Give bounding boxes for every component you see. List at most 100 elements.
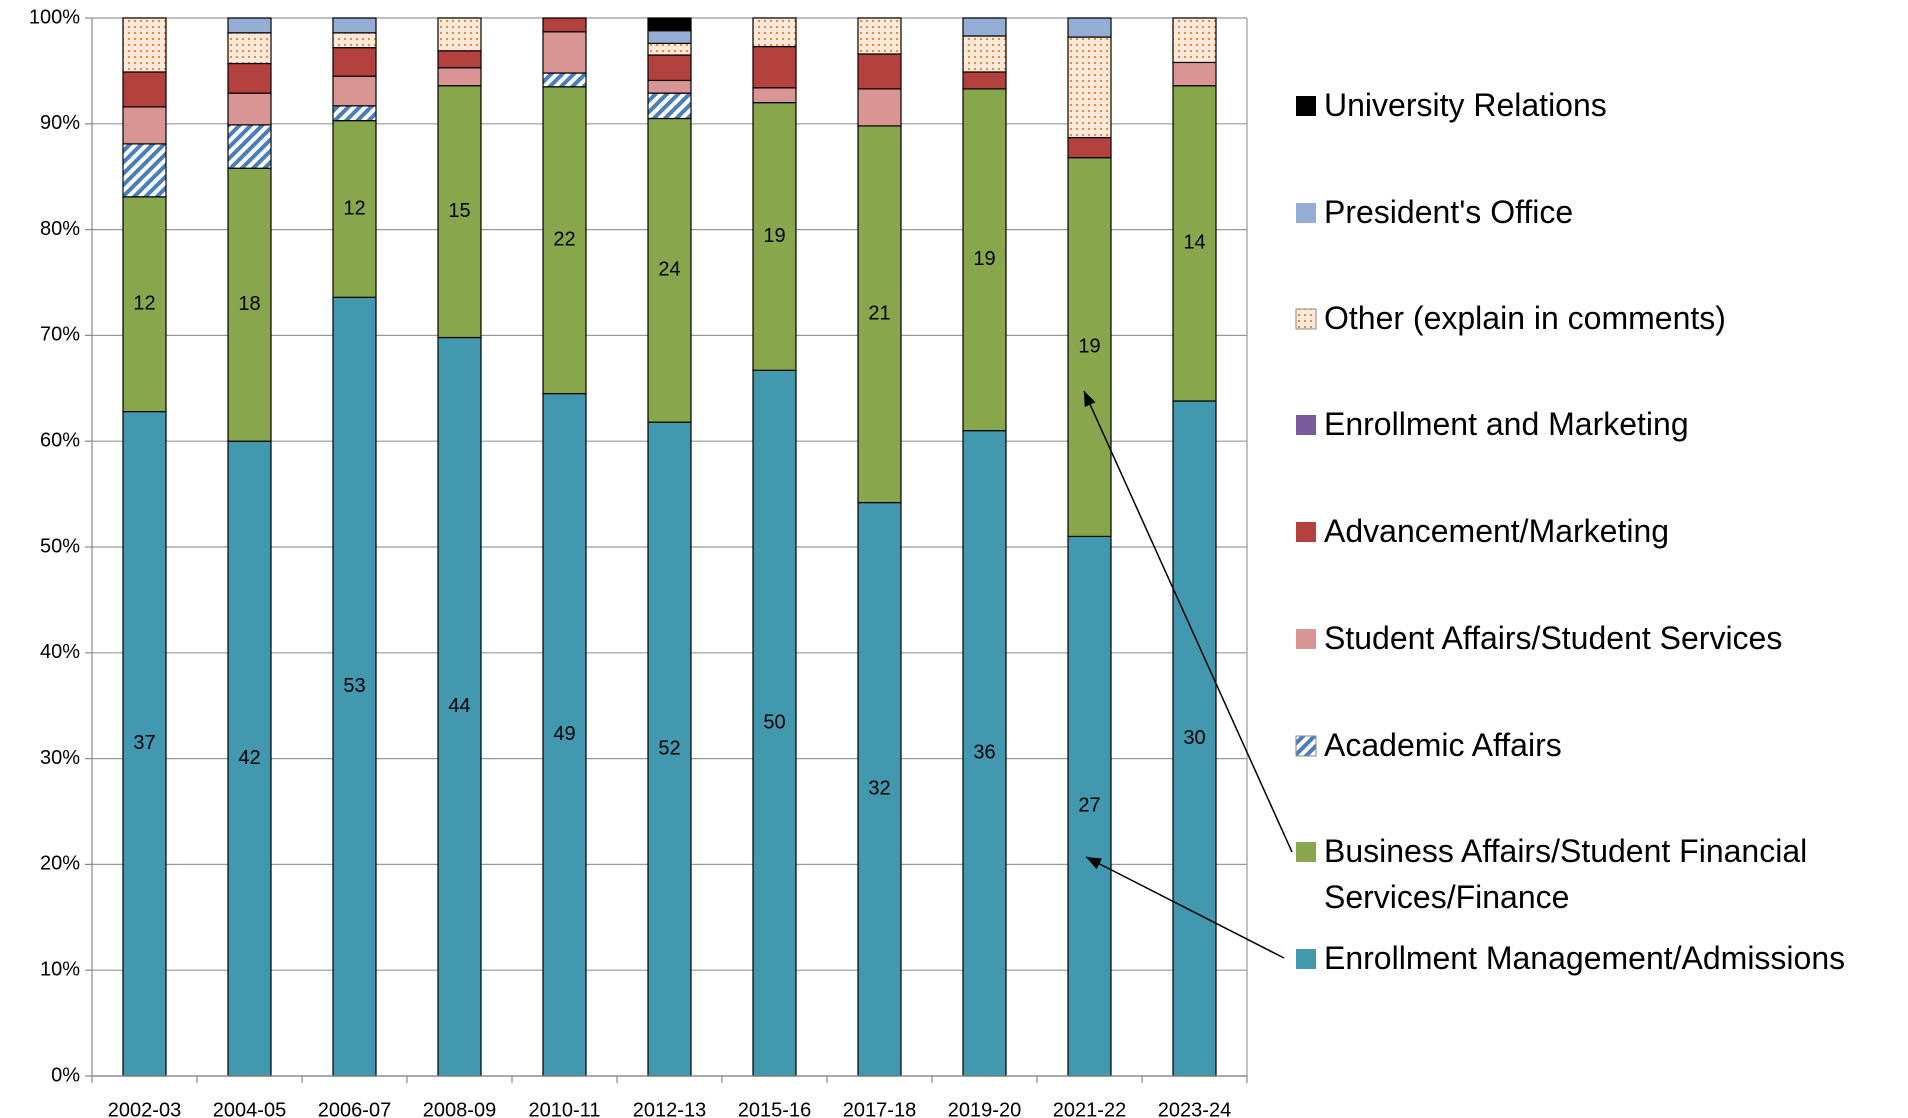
- legend-swatch: [1296, 96, 1316, 116]
- bar-segment: [437, 85, 482, 339]
- legend-swatch: [1296, 203, 1316, 223]
- x-tick-label: 2004-05: [213, 1099, 286, 1118]
- y-tick-label: 10%: [40, 958, 80, 980]
- bar-segment: [647, 42, 692, 56]
- bar-segment: [647, 30, 692, 44]
- x-tick-label: 2021-22: [1053, 1099, 1126, 1118]
- y-tick-label: 70%: [40, 324, 80, 346]
- bar-segment: [1067, 136, 1112, 159]
- y-tick-label: 40%: [40, 641, 80, 663]
- bar-segment: [227, 62, 272, 94]
- bar-segment: [332, 47, 377, 77]
- x-tick-label: 2008-09: [423, 1099, 496, 1118]
- bar-segment: [227, 92, 272, 126]
- bar-segment: [1067, 157, 1112, 538]
- data-label: 30: [1183, 727, 1205, 749]
- bar-segment: [542, 72, 587, 88]
- data-label: 19: [973, 248, 995, 270]
- bar-segment: [437, 67, 482, 87]
- bar-segment: [857, 125, 902, 504]
- bar-segment: [752, 45, 797, 89]
- legend-label: Student Affairs/Student Services: [1324, 620, 1782, 656]
- data-label: 21: [868, 303, 890, 325]
- data-label: 42: [238, 747, 260, 769]
- bar-segment: [1172, 61, 1217, 87]
- bar-segment: [332, 17, 377, 34]
- legend-label: Enrollment Management/Admissions: [1324, 940, 1845, 976]
- bar-segment: [542, 86, 587, 395]
- annotation-arrow: [1083, 390, 1293, 853]
- legend-label: Business Affairs/Student Financial Servic…: [1324, 833, 1807, 915]
- bar-segment: [332, 120, 377, 298]
- bar-segment: [647, 17, 692, 32]
- bar-segment: [437, 50, 482, 69]
- y-tick-label: 20%: [40, 853, 80, 875]
- bar-segment: [857, 88, 902, 127]
- bar-segment: [647, 117, 692, 423]
- y-tick-label: 100%: [29, 6, 80, 28]
- bar-segment: [962, 88, 1007, 432]
- bar-segment: [752, 369, 797, 1077]
- bar-segment: [542, 17, 587, 33]
- bar-segment: [857, 53, 902, 90]
- bar-segment: [1067, 535, 1112, 1077]
- y-tick-label: 60%: [40, 429, 80, 451]
- bar-segment: [1172, 85, 1217, 402]
- data-label: 27: [1078, 794, 1100, 816]
- data-label: 37: [133, 732, 155, 754]
- legend-label: President's Office: [1324, 194, 1573, 230]
- bar-segment: [332, 32, 377, 49]
- bar-segment: [542, 31, 587, 74]
- bar-segment: [332, 105, 377, 122]
- bar-segment: [122, 71, 167, 108]
- bar-segment: [857, 17, 902, 55]
- y-tick-label: 0%: [51, 1064, 80, 1086]
- plot-area: 0% 10% 20% 30% 40% 50% 60% 70% 80% 90% 100% 37 12 200…: [29, 6, 1248, 1118]
- y-tick-label: 30%: [40, 747, 80, 769]
- legend: University Relations President's Office Ot…: [1295, 87, 1845, 976]
- x-tick-label: 2010-11: [529, 1099, 601, 1118]
- data-label: 24: [658, 259, 680, 281]
- data-label: 44: [448, 695, 470, 717]
- data-label: 50: [763, 711, 785, 733]
- data-label: 36: [973, 742, 995, 764]
- bar-segment: [542, 392, 587, 1077]
- bar-segment: [1067, 36, 1112, 139]
- bar-segment: [227, 124, 272, 169]
- legend-label: Advancement/Marketing: [1324, 513, 1669, 549]
- x-tick-label: 2019-20: [948, 1099, 1021, 1118]
- bar-segment: [647, 54, 692, 82]
- bar-segment: [437, 336, 482, 1077]
- bar-segment: [1172, 17, 1217, 64]
- data-label: 14: [1183, 232, 1205, 254]
- legend-swatch: [1296, 949, 1316, 969]
- data-label: 15: [448, 200, 470, 222]
- bar-segment: [122, 17, 167, 73]
- legend-swatch: [1296, 629, 1316, 649]
- legend-label: Other (explain in comments): [1324, 300, 1726, 336]
- legend-swatch: [1295, 735, 1317, 757]
- legend-label: Academic Affairs: [1324, 727, 1562, 763]
- data-label: 53: [343, 675, 365, 697]
- y-tick-label: 50%: [40, 535, 80, 557]
- bar-segment: [962, 430, 1007, 1077]
- bar-segment: [227, 32, 272, 65]
- bar-segment: [437, 17, 482, 52]
- data-label: 49: [553, 723, 575, 745]
- annotation-arrow: [1085, 856, 1285, 959]
- data-label: 18: [238, 293, 260, 315]
- bar-segment: [647, 79, 692, 94]
- bar-segment: [962, 17, 1007, 37]
- data-label: 32: [868, 778, 890, 800]
- data-label: 12: [343, 197, 365, 219]
- bar-segment: [122, 106, 167, 145]
- y-tick-label: 80%: [40, 218, 80, 240]
- legend-swatch: [1296, 522, 1316, 542]
- data-label: 12: [133, 292, 155, 314]
- legend-swatch: [1296, 415, 1316, 435]
- y-tick-label: 90%: [40, 112, 80, 134]
- x-tick-label: 2015-16: [738, 1099, 811, 1118]
- bar-segment: [752, 17, 797, 48]
- bar-segment: [962, 71, 1007, 90]
